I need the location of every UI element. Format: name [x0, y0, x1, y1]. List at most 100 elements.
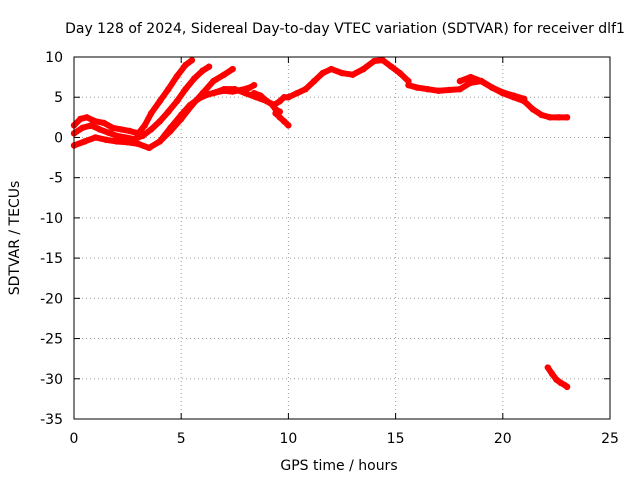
data-point-track-b-4	[105, 129, 112, 136]
data-point-track-b-15	[199, 67, 206, 74]
y-tick-label-6: -20	[40, 291, 63, 307]
data-point-track-i-1	[467, 73, 474, 81]
data-point-track-b-10	[156, 118, 163, 125]
data-point-track-e-0	[210, 90, 217, 97]
data-point-track-b-9	[147, 126, 155, 133]
data-point-track-a-3	[92, 118, 99, 125]
data-point-track-c-13	[210, 77, 217, 85]
data-point-track-h-1	[413, 84, 421, 91]
y-tick-label-0: 10	[45, 50, 63, 66]
data-point-track-c-3	[102, 136, 110, 144]
data-point-track-b-2	[87, 122, 95, 129]
data-point-track-d-1	[167, 124, 174, 131]
data-point-track-a-4	[100, 119, 108, 127]
y-axis-label: SDTVAR / TECUs	[7, 181, 23, 296]
data-point-track-e-15	[338, 69, 346, 77]
plot-frame	[73, 56, 611, 420]
data-point-track-e-9	[285, 94, 292, 101]
data-point-track-c-14	[220, 71, 228, 78]
data-point-track-a-6	[117, 126, 125, 133]
data-point-track-e-18	[370, 57, 378, 65]
data-point-track-a-7	[126, 127, 133, 135]
x-tick-label-0: 0	[70, 431, 79, 447]
y-tick-label-4: -10	[40, 211, 63, 227]
series-track-a	[70, 57, 196, 137]
series-track-i	[456, 73, 528, 103]
data-point-track-i-5	[510, 92, 517, 99]
data-point-track-d-2	[178, 111, 185, 119]
data-point-track-c-2	[92, 134, 99, 141]
data-point-track-e-11	[302, 85, 309, 93]
data-point-track-h-5	[456, 85, 464, 93]
data-point-track-e-17	[360, 65, 367, 73]
data-point-track-a-2	[83, 114, 91, 121]
data-point-track-g-2	[280, 118, 288, 125]
data-point-track-c-15	[229, 65, 236, 73]
x-tick-label-4: 20	[494, 431, 512, 447]
series-band-track-a	[71, 57, 195, 137]
data-point-track-e-13	[319, 69, 326, 77]
data-point-track-i-4	[499, 89, 506, 96]
data-point-track-h-0	[405, 81, 412, 89]
data-point-track-b-14	[190, 75, 198, 82]
data-point-track-j-0	[544, 364, 552, 371]
data-point-track-b-16	[205, 63, 213, 70]
data-point-track-h-16	[563, 114, 571, 121]
data-point-track-i-6	[521, 95, 528, 103]
data-point-track-a-9	[141, 122, 148, 129]
data-point-track-i-3	[488, 84, 496, 91]
data-point-track-e-1	[220, 85, 228, 93]
data-point-track-b-3	[96, 126, 103, 133]
data-point-track-h-6	[467, 79, 474, 86]
y-tick-label-3: -5	[49, 171, 63, 187]
data-point-track-h-2	[424, 85, 431, 93]
series-track-g	[272, 110, 292, 129]
data-point-track-c-7	[145, 144, 153, 152]
data-point-track-b-8	[139, 132, 146, 140]
x-tick-labels: 0 5 10 15 20 25	[70, 431, 619, 447]
data-point-track-a-10	[147, 110, 155, 117]
data-point-track-c-6	[135, 140, 142, 148]
data-point-track-a-13	[173, 73, 181, 80]
data-point-track-e-21	[396, 69, 404, 77]
series-band-track-c	[71, 66, 236, 151]
data-point-track-a-15	[188, 57, 196, 64]
data-series	[70, 57, 571, 391]
data-point-track-c-1	[81, 138, 88, 145]
data-point-track-c-5	[124, 139, 131, 146]
data-point-track-e-10	[293, 90, 301, 97]
data-point-track-b-12	[173, 98, 181, 105]
data-point-track-e-2	[231, 85, 238, 93]
data-point-track-e-19	[379, 57, 386, 64]
data-point-track-h-3	[435, 87, 442, 94]
data-point-track-e-20	[388, 63, 395, 70]
data-point-track-d-4	[195, 95, 202, 103]
data-point-track-e-12	[310, 77, 318, 85]
data-point-track-h-4	[446, 86, 453, 94]
data-point-track-j-1	[548, 370, 556, 378]
data-point-track-b-11	[165, 108, 172, 115]
data-point-track-a-12	[165, 85, 172, 93]
axis-ticks	[73, 56, 611, 420]
data-point-track-b-5	[113, 132, 121, 140]
x-tick-label-5: 25	[601, 431, 619, 447]
data-point-track-h-15	[555, 114, 562, 121]
data-point-track-f-1	[257, 92, 264, 99]
data-point-track-b-1	[79, 124, 86, 131]
data-point-track-a-5	[109, 124, 116, 131]
data-point-track-f-3	[268, 100, 275, 107]
y-tick-label-5: -15	[40, 251, 63, 267]
data-point-track-e-16	[349, 71, 356, 78]
data-point-track-i-2	[478, 77, 485, 85]
data-point-track-d-3	[186, 102, 193, 109]
data-point-track-i-0	[456, 77, 464, 85]
chart-title: Day 128 of 2024, Sidereal Day-to-day VTE…	[65, 21, 625, 37]
data-point-track-e-3	[242, 90, 249, 97]
data-point-track-a-1	[77, 115, 84, 123]
y-tick-label-9: -35	[40, 412, 63, 428]
data-point-track-g-0	[272, 110, 279, 117]
data-point-track-f-0	[250, 90, 258, 97]
data-point-track-d-5	[203, 91, 211, 99]
data-point-track-a-11	[156, 98, 163, 105]
